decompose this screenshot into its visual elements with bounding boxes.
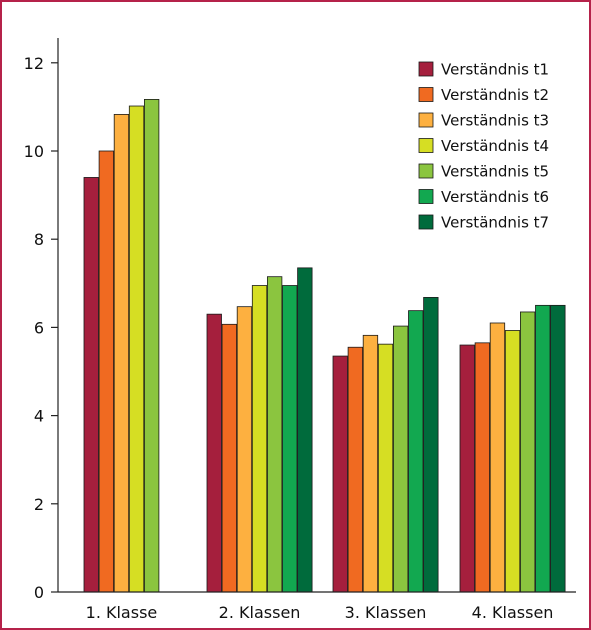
bar xyxy=(392,325,409,593)
y-axis: 0 2 4 6 8 10 12 xyxy=(24,38,59,602)
legend-swatch xyxy=(418,138,434,153)
legend-swatch xyxy=(418,189,434,204)
x-axis: 1. Klasse 2. Klassen 3. Klassen 4. Klassen xyxy=(58,591,576,622)
legend-swatch xyxy=(418,61,434,77)
bar xyxy=(362,334,379,593)
y-tick-label: 12 xyxy=(24,54,44,73)
bar xyxy=(128,105,145,593)
bar xyxy=(251,285,268,593)
bar xyxy=(520,311,536,593)
y-tick-label: 2 xyxy=(34,495,44,514)
legend-swatch xyxy=(418,214,434,230)
bar xyxy=(266,276,283,593)
legend-label: Verständnis t3 xyxy=(441,112,549,130)
x-tick-label: 3. Klassen xyxy=(345,603,427,622)
x-tick-label: 1. Klasse xyxy=(86,603,158,622)
bar xyxy=(83,177,99,593)
x-tick-label: 4. Klassen xyxy=(472,603,554,622)
bar xyxy=(504,330,521,593)
legend-label: Verständnis t4 xyxy=(441,137,549,155)
legend-label: Verständnis t1 xyxy=(441,61,549,79)
bar xyxy=(550,304,566,593)
bar xyxy=(98,150,114,593)
bar xyxy=(347,346,364,593)
legend-label: Verständnis t2 xyxy=(441,86,549,104)
legend-swatch xyxy=(418,87,434,102)
bars xyxy=(83,99,566,593)
legend: Verständnis t1 Verständnis t2 Verständnis … xyxy=(418,61,549,232)
legend-swatch xyxy=(418,112,434,128)
bar xyxy=(143,99,160,593)
y-tick-label: 4 xyxy=(34,407,44,426)
bar xyxy=(282,285,298,593)
y-tick-label: 6 xyxy=(34,318,44,337)
legend-swatch xyxy=(418,163,434,179)
legend-label: Verständnis t5 xyxy=(441,163,549,181)
bar xyxy=(377,343,394,593)
bar xyxy=(408,310,424,593)
bar xyxy=(236,306,253,593)
bar xyxy=(297,267,313,593)
bar xyxy=(332,355,348,593)
bar xyxy=(206,313,222,593)
bar xyxy=(459,344,475,593)
y-tick-label: 10 xyxy=(24,142,44,161)
legend-label: Verständnis t6 xyxy=(441,188,549,206)
bar xyxy=(221,323,238,593)
y-tick-label: 0 xyxy=(34,583,44,602)
bar xyxy=(423,297,439,593)
y-tick-label: 8 xyxy=(34,230,44,249)
legend-label: Verständnis t7 xyxy=(441,214,549,232)
bar xyxy=(489,322,506,593)
x-tick-label: 2. Klassen xyxy=(219,603,301,622)
bar xyxy=(474,342,491,593)
bar xyxy=(113,113,130,593)
bar xyxy=(535,304,551,593)
